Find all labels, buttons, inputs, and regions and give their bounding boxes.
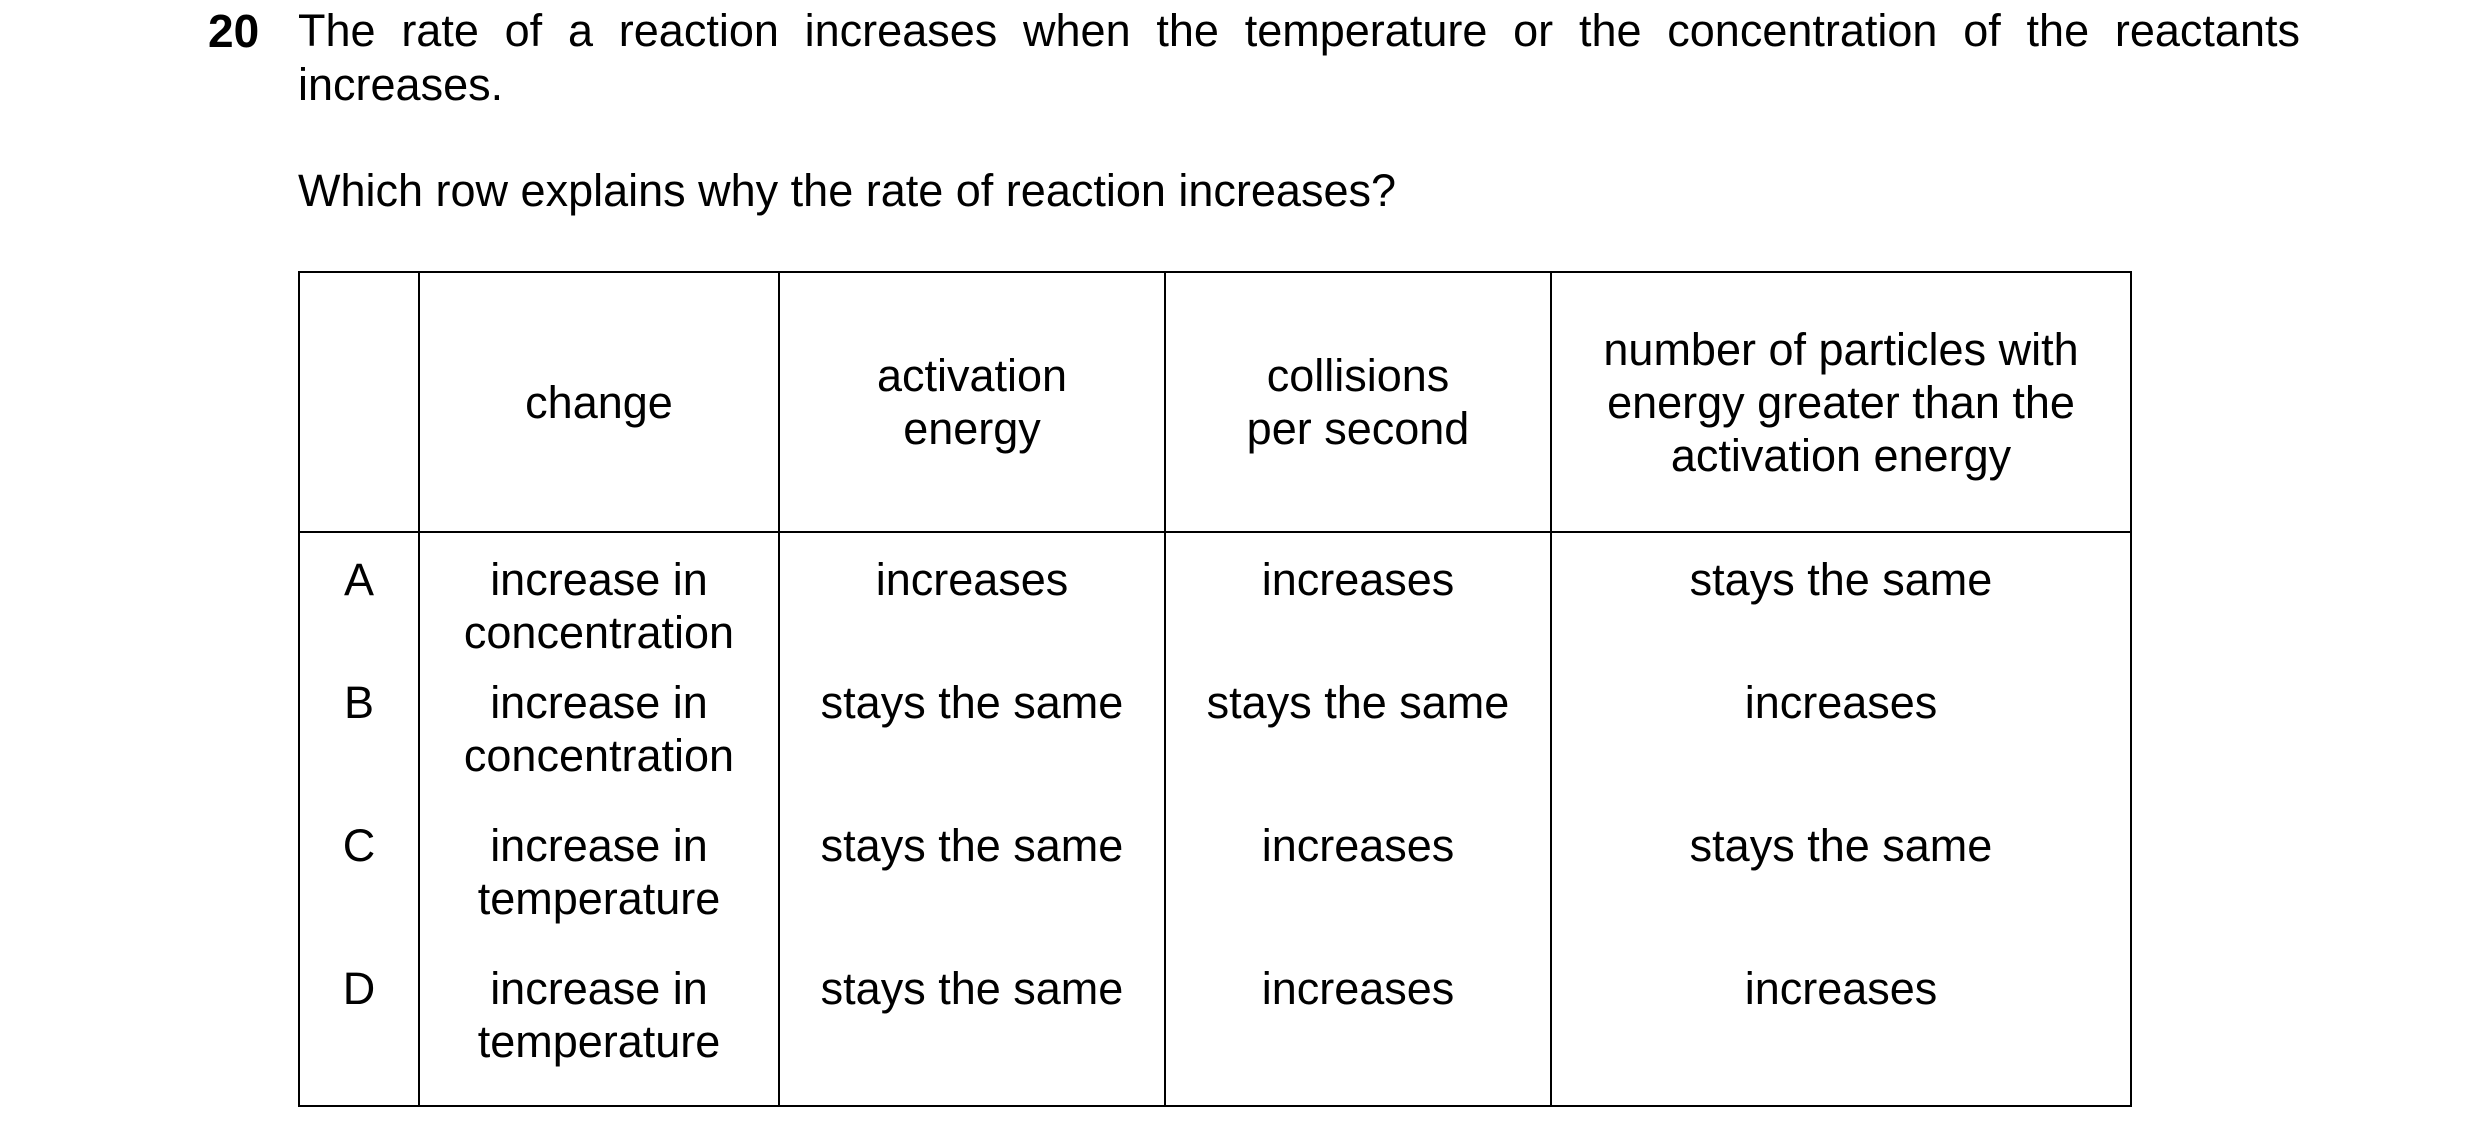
header-activation-energy: activation energy: [778, 271, 1166, 533]
header-particles: number of particles with energy greater …: [1550, 271, 2132, 533]
option-letter: C: [298, 819, 420, 962]
cell-collisions: increases: [1164, 532, 1552, 676]
header-letter: [298, 271, 420, 533]
table-header-row: change activation energy collisions per …: [298, 271, 2132, 533]
option-letter: B: [298, 676, 420, 819]
cell-activation-energy: stays the same: [778, 819, 1166, 962]
cell-change: increase in temperature: [418, 819, 780, 962]
question-prompt: Which row explains why the rate of react…: [298, 165, 1397, 216]
question-number: 20: [208, 5, 260, 57]
table-row[interactable]: B increase in concentration stays the sa…: [298, 676, 2132, 819]
cell-collisions: increases: [1164, 819, 1552, 962]
cell-particles: stays the same: [1550, 819, 2132, 962]
cell-collisions: stays the same: [1164, 676, 1552, 819]
table-row[interactable]: D increase in temperature stays the same…: [298, 962, 2132, 1107]
table-row[interactable]: C increase in temperature stays the same…: [298, 819, 2132, 962]
header-change: change: [418, 271, 780, 533]
options-table: change activation energy collisions per …: [298, 271, 2132, 1107]
cell-particles: stays the same: [1550, 532, 2132, 676]
question-stem: The rate of a reaction increases when th…: [298, 5, 2300, 110]
cell-particles: increases: [1550, 676, 2132, 819]
cell-activation-energy: increases: [778, 532, 1166, 676]
cell-collisions: increases: [1164, 962, 1552, 1107]
option-letter: A: [298, 532, 420, 676]
table-row[interactable]: A increase in concentration increases in…: [298, 532, 2132, 676]
cell-change: increase in temperature: [418, 962, 780, 1107]
cell-change: increase in concentration: [418, 676, 780, 819]
header-collisions: collisions per second: [1164, 271, 1552, 533]
option-letter: D: [298, 962, 420, 1107]
cell-activation-energy: stays the same: [778, 676, 1166, 819]
cell-particles: increases: [1550, 962, 2132, 1107]
cell-change: increase in concentration: [418, 532, 780, 676]
cell-activation-energy: stays the same: [778, 962, 1166, 1107]
